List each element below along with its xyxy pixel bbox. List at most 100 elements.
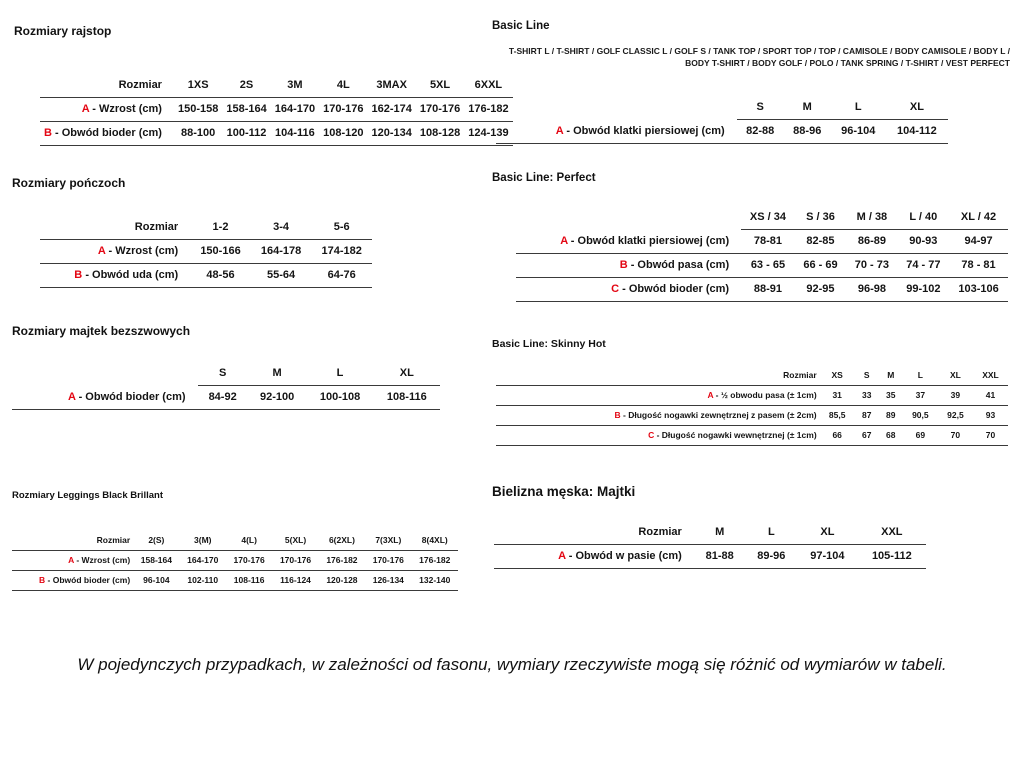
size-column-header: 4(L) (225, 531, 273, 551)
size-value-cell: 63 - 65 (741, 253, 795, 278)
measurement-row: B - Obwód pasa (cm) 63 - 65 66 - 69 70 - 73… (516, 253, 1008, 278)
size-value-cell: 89 (878, 405, 903, 426)
table-header-row: S M L XL (496, 95, 948, 120)
measurement-label: A - Obwód bioder (cm) (12, 385, 198, 410)
size-column-header: 4L (319, 74, 368, 98)
measurement-row: A - Obwód klatki piersiowej (cm) 78-81 82-… (516, 229, 1008, 254)
size-column-header: L (745, 520, 798, 545)
table-bielizna-meska-majtki: Rozmiar M L XL XXL A - Obwód w pasie (cm) 81-8… (494, 520, 926, 569)
size-value-cell: 97-104 (797, 544, 858, 569)
measurement-name: - ½ obwodu pasa (± 1cm) (715, 389, 817, 400)
size-value-cell: 176-182 (411, 550, 458, 571)
size-column-header: S / 36 (794, 205, 847, 230)
measurement-row: A - ½ obwodu pasa (± 1cm) 31 33 35 37 39 41 (496, 385, 1008, 406)
size-value-cell: 92-100 (247, 385, 307, 410)
section-bielizna-meska-majtki: Bielizna męska: Majtki Rozmiar M L XL XXL A -… (492, 484, 1010, 569)
measurement-name: - Obwód bioder (cm) (78, 390, 186, 403)
measurement-label: B - Obwód uda (cm) (40, 263, 191, 288)
measurement-label: A - Obwód w pasie (cm) (494, 544, 694, 569)
size-value-cell: 170-176 (365, 550, 412, 571)
measurement-name: - Wzrost (cm) (108, 245, 179, 257)
section-ponczochy: Rozmiary pończoch Rozmiar 1-2 3-4 5-6 A - Wz… (12, 176, 466, 288)
measurement-label: C - Obwód bioder (cm) (516, 277, 742, 302)
measurement-name: - Obwód bioder (cm) (622, 282, 730, 295)
size-column-header: 3-4 (250, 216, 312, 240)
measurement-letter: A (558, 549, 566, 562)
measurement-letter: C (611, 282, 620, 295)
table-rajstop: Rozmiar 1XS 2S 3M 4L 3MAX 5XL 6XXL A - Wzrost (c… (40, 74, 513, 146)
measurement-label: A - Obwód klatki piersiowej (cm) (516, 229, 742, 254)
size-value-cell: 100-112 (222, 121, 271, 146)
size-value-cell: 92-95 (794, 277, 847, 302)
table-header-label: Rozmiar (12, 531, 134, 551)
section-majtki-bezszwowe: Rozmiary majtek bezszwowych S M L XL A - Obw… (12, 324, 466, 410)
measurement-name: - Obwód w pasie (cm) (568, 549, 682, 562)
size-value-cell: 89-96 (745, 544, 798, 569)
size-value-cell: 31 (819, 385, 855, 406)
size-column-header: M (783, 95, 831, 120)
measurement-label: C - Długość nogawki wewnętrznej (± 1cm) (496, 425, 820, 446)
measurement-letter: B (39, 575, 46, 585)
size-value-cell: 92,5 (937, 405, 973, 426)
size-value-cell: 158-164 (133, 550, 180, 571)
size-value-cell: 66 (819, 425, 855, 446)
size-value-cell: 55-64 (250, 263, 312, 288)
size-value-cell: 69 (902, 425, 938, 446)
size-column-header: 5-6 (311, 216, 372, 240)
size-value-cell: 74 - 77 (897, 253, 950, 278)
section-title-majtki-bezszwowe: Rozmiary majtek bezszwowych (12, 324, 191, 338)
size-column-header: S (736, 95, 784, 120)
size-column-header: 1XS (173, 74, 223, 98)
measurement-name: - Obwód pasa (cm) (630, 258, 730, 271)
measurement-letter: A (68, 555, 74, 565)
measurement-row: A - Wzrost (cm) 158-164 164-170 170-176 170-… (12, 550, 458, 571)
measurement-letter: A (555, 124, 564, 137)
size-value-cell: 66 - 69 (794, 253, 847, 278)
size-value-cell: 164-170 (179, 550, 226, 571)
size-column-header: 7(3XL) (365, 531, 412, 551)
table-ponczochy: Rozmiar 1-2 3-4 5-6 A - Wzrost (cm) 150-166 16… (40, 216, 372, 288)
size-table: XS / 34 S / 36 M / 38 L / 40 XL / 42 A - Obwó… (516, 205, 1008, 302)
section-basic-line: Basic Line T-SHIRT L / T-SHIRT / GOLF CL… (492, 20, 1010, 144)
size-column-header: L / 40 (897, 205, 950, 230)
table-header-row: S M L XL (12, 362, 440, 386)
table-majtki-bezszwowe: S M L XL A - Obwód bioder (cm) 84-92 92-100 100… (12, 362, 440, 410)
size-column-header: M (693, 520, 746, 545)
measurement-name: - Wzrost (cm) (76, 555, 131, 565)
measurement-letter: A (560, 234, 568, 247)
size-column-header: XL (937, 365, 973, 386)
size-value-cell: 90,5 (902, 405, 938, 426)
size-column-header: 3M (270, 74, 320, 98)
measurement-row: A - Obwód w pasie (cm) 81-88 89-96 97-104 10… (494, 544, 926, 569)
measurement-row: B - Obwód uda (cm) 48-56 55-64 64-76 (40, 263, 372, 288)
size-value-cell: 103-106 (949, 277, 1008, 302)
measurement-letter: A (707, 389, 714, 400)
size-table: S M L XL A - Obwód klatki piersiowej (cm) 82-… (496, 95, 948, 144)
measurement-letter: B (74, 269, 83, 281)
size-value-cell: 108-116 (225, 570, 273, 591)
columns-wrapper: Rozmiary rajstop Rozmiar 1XS 2S 3M 4L 3MAX 5XL… (12, 18, 1010, 591)
size-value-cell: 87 (854, 405, 879, 426)
table-basic-line-skinny-hot: Rozmiar XS S M L XL XXL A - ½ obwodu pasa (± 1c… (496, 365, 1008, 446)
measurement-name: - Długość nogawki wewnętrznej (± 1cm) (656, 429, 817, 440)
measurement-row: B - Obwód bioder (cm) 88-100 100-112 104-11… (40, 121, 513, 146)
size-value-cell: 41 (972, 385, 1008, 406)
size-value-cell: 64-76 (311, 263, 372, 288)
table-header-label (496, 96, 737, 120)
size-value-cell: 33 (854, 385, 879, 406)
measurement-row: B - Obwód bioder (cm) 96-104 102-110 108-11… (12, 570, 458, 591)
measurement-label: B - Obwód pasa (cm) (516, 253, 742, 278)
size-value-cell: 104-116 (270, 121, 320, 146)
size-value-cell: 108-128 (415, 121, 465, 146)
size-column-header: 3(M) (179, 531, 226, 551)
size-table: Rozmiar 1XS 2S 3M 4L 3MAX 5XL 6XXL A - Wzrost (c… (40, 74, 513, 146)
size-table: Rozmiar 1-2 3-4 5-6 A - Wzrost (cm) 150-166 16… (40, 216, 372, 288)
measurement-name: - Obwód klatki piersiowej (cm) (570, 234, 730, 247)
size-column-header: XXL (972, 365, 1008, 386)
size-column-header: 6XXL (464, 74, 513, 98)
right-column: Basic Line T-SHIRT L / T-SHIRT / GOLF CL… (492, 18, 1010, 569)
size-value-cell: 94-97 (949, 229, 1008, 254)
size-value-cell: 150-158 (173, 97, 223, 122)
size-value-cell: 37 (902, 385, 938, 406)
size-column-header: L (306, 362, 374, 386)
